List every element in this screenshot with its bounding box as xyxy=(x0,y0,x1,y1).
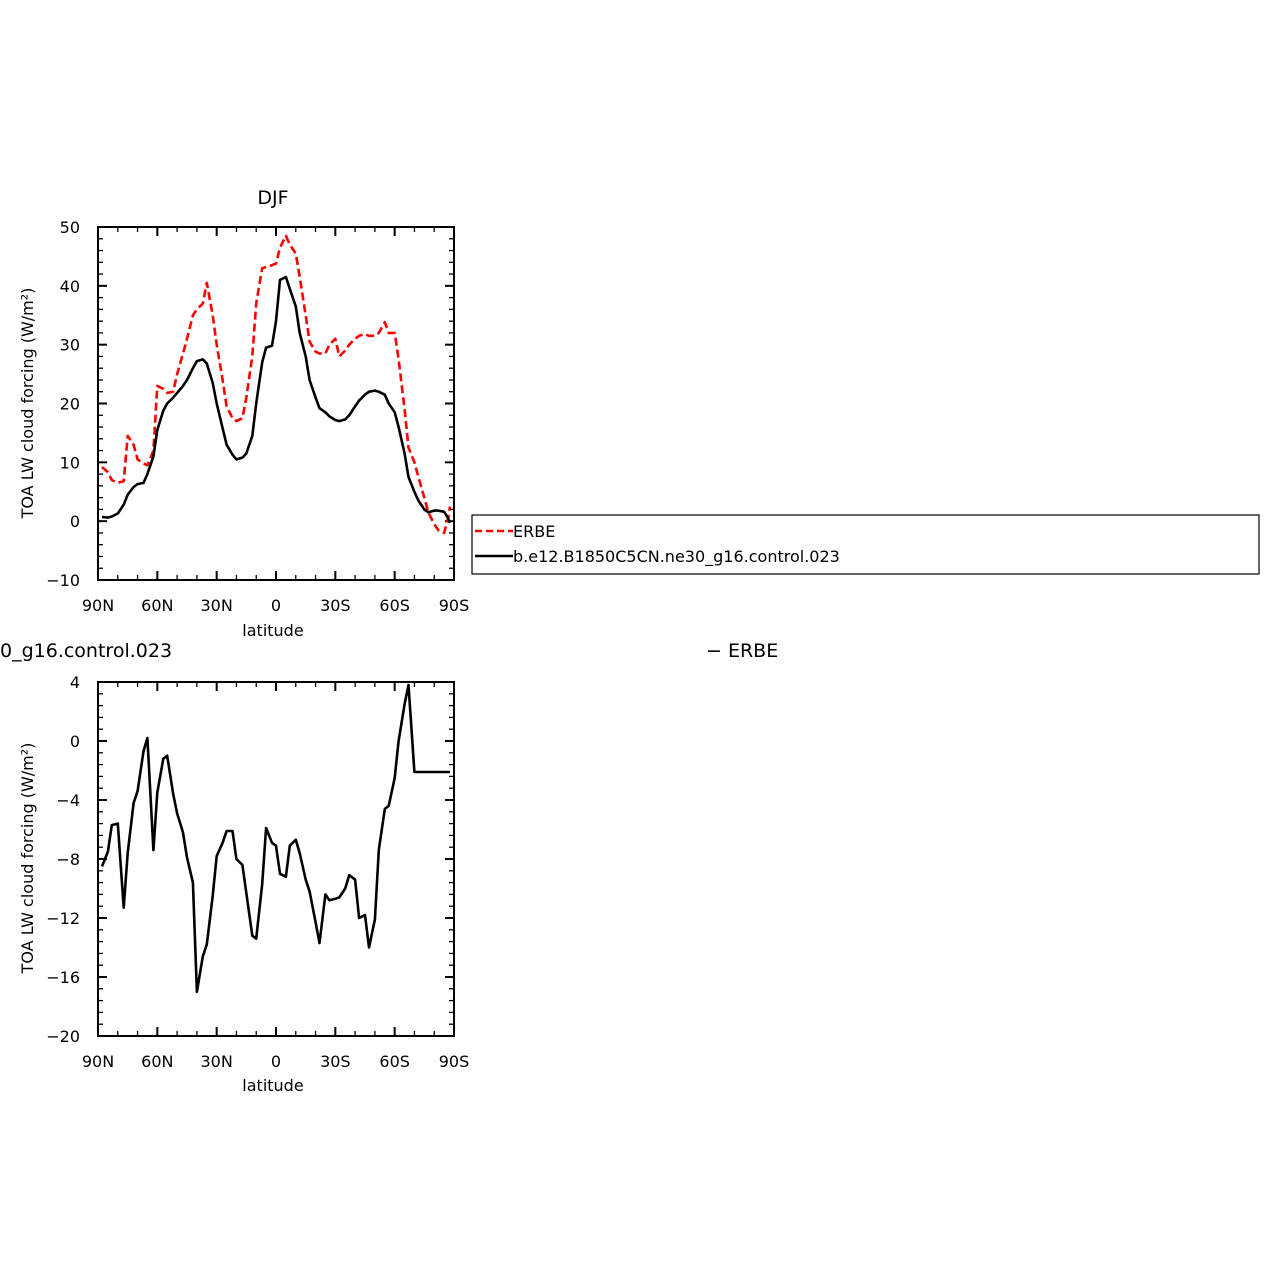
top-y-tick-label: 50 xyxy=(60,218,80,237)
bottom-panel: 0_g16.control.023 − ERBE −20 −16 −12 −8 −4 0 4… xyxy=(0,640,778,1095)
bottom-y-axis-label: TOA LW cloud forcing (W/m²) xyxy=(18,743,37,975)
top-x-tick-label: 0 xyxy=(271,596,281,615)
bottom-x-tick-label: 60S xyxy=(379,1052,410,1071)
bottom-y-tick-label: −20 xyxy=(46,1027,80,1046)
bottom-y-tick-label: −16 xyxy=(46,968,80,987)
bottom-x-tick-label: 30N xyxy=(201,1052,233,1071)
top-y-tick-label: 0 xyxy=(70,512,80,531)
bottom-x-axis-label: latitude xyxy=(242,1076,303,1095)
top-plot-area: −10 0 10 20 30 40 50 90N 60N 30N 0 30S 60S 90S xyxy=(46,218,469,615)
top-x-tick-label: 30S xyxy=(320,596,351,615)
top-x-axis-label: latitude xyxy=(242,621,303,640)
bottom-x-tick-label: 90N xyxy=(82,1052,114,1071)
top-plot-frame xyxy=(97,226,455,581)
legend-box xyxy=(471,514,1260,575)
top-panel: DJF −10 0 10 20 30 40 50 90N 60N 30N 0 30S 60S 90S la… xyxy=(18,187,469,640)
top-x-tick-label: 90N xyxy=(82,596,114,615)
top-series-line-0 xyxy=(101,234,452,535)
top-x-tick-label: 30N xyxy=(201,596,233,615)
top-y-tick-label: 40 xyxy=(60,277,80,296)
legend-label-model: b.e12.B1850C5CN.ne30_g16.control.023 xyxy=(513,547,840,567)
bottom-chart-title-right: − ERBE xyxy=(706,640,778,662)
top-y-tick-label: 10 xyxy=(60,453,80,472)
bottom-y-tick-label: −4 xyxy=(56,791,80,810)
bottom-x-tick-label: 0 xyxy=(271,1052,281,1071)
legend: ERBE b.e12.B1850C5CN.ne30_g16.control.02… xyxy=(471,514,1260,575)
top-y-axis-label: TOA LW cloud forcing (W/m²) xyxy=(18,288,37,520)
top-chart-title: DJF xyxy=(257,187,288,209)
bottom-plot-area: −20 −16 −12 −8 −4 0 4 90N 60N 30N 0 30S 60S 90S xyxy=(46,673,469,1071)
top-x-tick-label: 90S xyxy=(439,596,470,615)
bottom-x-tick-label: 30S xyxy=(320,1052,351,1071)
top-x-tick-label: 60S xyxy=(379,596,410,615)
bottom-x-tick-label: 90S xyxy=(439,1052,470,1071)
top-y-tick-label: 20 xyxy=(60,395,80,414)
bottom-y-tick-label: 4 xyxy=(70,673,80,692)
top-x-tick-label: 60N xyxy=(141,596,173,615)
legend-label-erbe: ERBE xyxy=(513,522,555,541)
bottom-series-line-0 xyxy=(100,683,450,994)
top-series-line-1 xyxy=(101,275,452,524)
top-y-tick-label: −10 xyxy=(46,571,80,590)
bottom-x-tick-label: 60N xyxy=(141,1052,173,1071)
bottom-y-tick-label: 0 xyxy=(70,732,80,751)
bottom-chart-title-left: 0_g16.control.023 xyxy=(0,640,172,662)
top-y-tick-label: 30 xyxy=(60,336,80,355)
bottom-y-tick-label: −8 xyxy=(56,850,80,869)
bottom-y-tick-label: −12 xyxy=(46,909,80,928)
